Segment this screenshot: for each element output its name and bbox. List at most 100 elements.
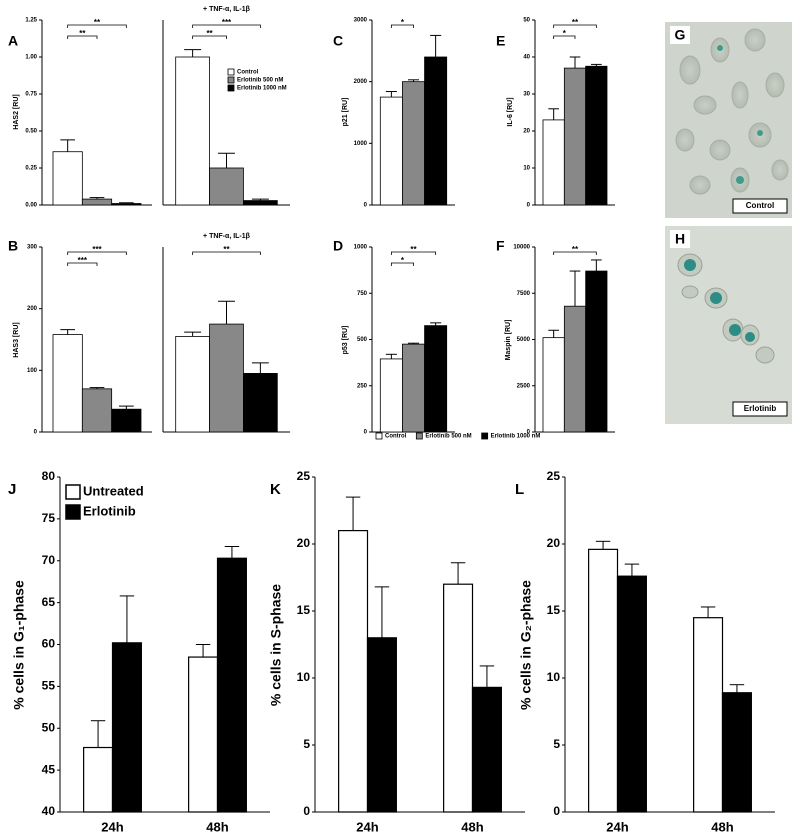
y-tick-label: 2500 [517,383,531,389]
panel-letter: G [675,27,686,43]
y-axis-label: Maspin [RU] [505,320,512,361]
x-tick-label: 24h [101,819,123,834]
y-tick-label: 65 [42,595,56,609]
legend-label: Erlotinib 500 nM [425,434,471,440]
legend-swatch [65,504,81,520]
legend-label: Erlotinib 1000 nM [237,86,287,92]
image-label: Erlotinib [744,404,777,413]
bar [188,656,219,813]
panel-letter: F [496,238,505,254]
x-tick-label: 24h [356,819,378,834]
y-tick-label: 75 [42,511,56,525]
y-tick-label: 5 [303,737,310,751]
significance-label: * [401,18,405,27]
significance-label: ** [410,245,417,254]
bar [52,151,83,206]
bar [471,686,502,813]
legend-label: Erlotinib 500 nM [237,78,283,84]
y-tick-label: 15 [547,603,561,617]
panel-letter: D [333,238,343,254]
y-tick-label: 0 [553,804,560,818]
significance-bracket [67,24,127,28]
y-tick-label: 45 [42,762,56,776]
significance-label: ** [94,18,101,27]
legend-swatch [65,484,81,500]
bar [585,270,608,433]
y-tick-label: 20 [297,536,311,550]
significance-bracket [192,24,261,28]
y-tick-label: 25 [547,469,561,483]
bar [175,56,210,206]
y-tick-label: 15 [297,603,311,617]
cells [675,28,789,195]
y-tick-label: 0 [364,203,368,209]
y-tick-label: 1000 [354,245,368,251]
y-tick-label: 0 [527,203,531,209]
bar [402,343,425,433]
x-tick-label: 48h [461,819,483,834]
bar [209,323,244,433]
bar [338,529,369,813]
image-label: Control [746,201,774,210]
significance-bracket [67,35,98,39]
bar [366,637,397,813]
image-h: H Erlotinib [665,226,792,424]
bar [175,336,210,433]
bar [721,692,752,813]
panel-box [670,26,690,44]
y-tick-label: 25 [297,469,311,483]
group-label: + TNF-α, IL-1β [203,6,251,13]
y-tick-label: 1000 [354,141,368,147]
bar [588,548,619,813]
y-tick-label: 1.25 [25,18,37,24]
bar [443,583,474,813]
bar [542,119,565,206]
bar [585,65,608,206]
stain-dots [684,259,755,342]
significance-bracket [390,251,437,255]
y-axis-label: % cells in G₁-phase [11,580,27,710]
significance-bracket [390,24,414,28]
y-tick-label: 1.00 [25,55,37,61]
bar [424,325,448,433]
legend-swatch [227,68,235,76]
y-tick-label: 100 [27,368,38,374]
significance-bracket [192,251,261,255]
significance-label: ** [223,245,230,254]
significance-label: ** [206,29,213,38]
bar [379,358,403,433]
significance-bracket [67,262,98,266]
y-tick-label: 10 [297,670,311,684]
y-tick-label: 30 [523,92,530,98]
bar [563,305,587,433]
significance-label: ** [79,29,86,38]
y-tick-label: 2000 [354,79,368,85]
bar [243,373,278,433]
significance-bracket [553,251,597,255]
y-tick-label: 10 [523,166,530,172]
y-tick-label: 5 [553,737,560,751]
legend-swatch [227,84,235,92]
panel-letter: K [270,481,281,498]
y-tick-label: 55 [42,679,56,693]
y-axis-label: HAS2 [RU] [13,94,20,129]
significance-label: * [563,29,567,38]
legend-swatch [481,432,489,440]
y-tick-label: 50 [42,720,56,734]
panel-letter: L [515,481,524,498]
y-tick-label: 20 [523,129,530,135]
legend-swatch [227,76,235,84]
panel-letter: J [8,481,16,498]
bar [111,408,142,433]
significance-bracket [553,35,576,39]
label-box [732,198,788,214]
significance-label: *** [78,256,88,265]
y-tick-label: 40 [523,55,530,61]
y-tick-label: 200 [27,306,38,312]
x-tick-label: 48h [711,819,733,834]
bar [83,746,114,813]
cells [677,253,775,364]
significance-label: ** [572,245,579,254]
bar [616,575,647,813]
